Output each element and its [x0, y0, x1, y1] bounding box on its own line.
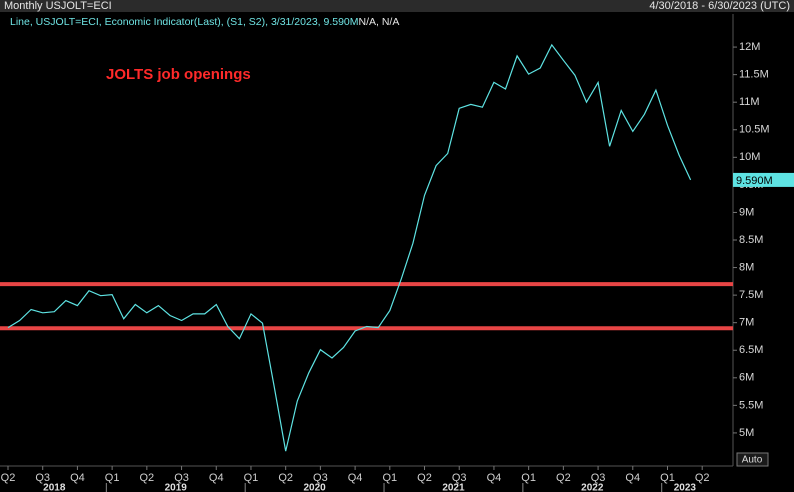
x-tick-label: Q3 [313, 472, 328, 484]
y-tick-label: 8M [739, 261, 754, 273]
series-line [7, 43, 692, 452]
x-tick-label: Q2 [695, 472, 710, 484]
auto-button[interactable] [736, 452, 769, 467]
legend: Line, USJOLT=ECI, Economic Indicator(Las… [10, 16, 399, 28]
y-tick-label: 10.5M [739, 124, 770, 136]
y-tick-label: 6M [739, 372, 754, 384]
y-tick-label: 12M [739, 41, 760, 53]
x-tick-label: Q3 [35, 472, 50, 484]
y-tick-label: 5M [739, 427, 754, 439]
last-value-tag [733, 172, 794, 187]
year-label: 2023 [674, 483, 697, 492]
x-tick-label: Q1 [244, 472, 259, 484]
y-tick-label: 7.5M [739, 289, 763, 301]
legend-extra: N/A, N/A [359, 16, 400, 28]
year-label: 2021 [442, 483, 465, 492]
x-tick-label: Q1 [382, 472, 397, 484]
x-tick-label: Q2 [417, 472, 432, 484]
x-tick-label: Q1 [105, 472, 120, 484]
header-bar [0, 0, 794, 12]
x-tick-label: Q4 [487, 472, 502, 484]
y-tick-label: 5.5M [739, 399, 763, 411]
year-label: 2019 [165, 483, 188, 492]
y-tick-label: 11.5M [739, 69, 769, 81]
year-label: 2018 [43, 483, 66, 492]
x-tick-label: Q2 [278, 472, 293, 484]
legend-entry: Line, USJOLT=ECI, Economic Indicator(Las… [10, 16, 359, 28]
x-tick-label: Q4 [209, 472, 224, 484]
x-tick-label: Q3 [174, 472, 189, 484]
year-label: 2022 [581, 483, 604, 492]
y-tick-label: 10M [739, 151, 760, 163]
y-tick-label: 8.5M [739, 234, 763, 246]
y-tick-label: 9M [739, 206, 754, 218]
x-tick-label: Q3 [591, 472, 606, 484]
header-left: Monthly USJOLT=ECI [4, 0, 112, 12]
auto-button-label[interactable]: Auto [742, 455, 763, 466]
x-tick-label: Q2 [139, 472, 154, 484]
x-tick-label: Q2 [556, 472, 571, 484]
x-tick-label: Q1 [660, 472, 675, 484]
x-tick-label: Q4 [348, 472, 363, 484]
year-label: 2020 [303, 483, 326, 492]
x-tick-label: Q2 [1, 472, 16, 484]
header-right: 4/30/2018 - 6/30/2023 (UTC) [649, 0, 790, 12]
y-tick-label: 11M [739, 96, 760, 108]
x-tick-label: Q3 [452, 472, 467, 484]
x-tick-label: Q4 [70, 472, 85, 484]
y-tick-label: 6.5M [739, 344, 763, 356]
x-tick-label: Q1 [521, 472, 536, 484]
x-tick-label: Q4 [625, 472, 640, 484]
y-tick-label: 7M [739, 317, 754, 329]
last-value-label: 9.590M [736, 175, 773, 187]
annotation: JOLTS job openings [106, 66, 251, 83]
